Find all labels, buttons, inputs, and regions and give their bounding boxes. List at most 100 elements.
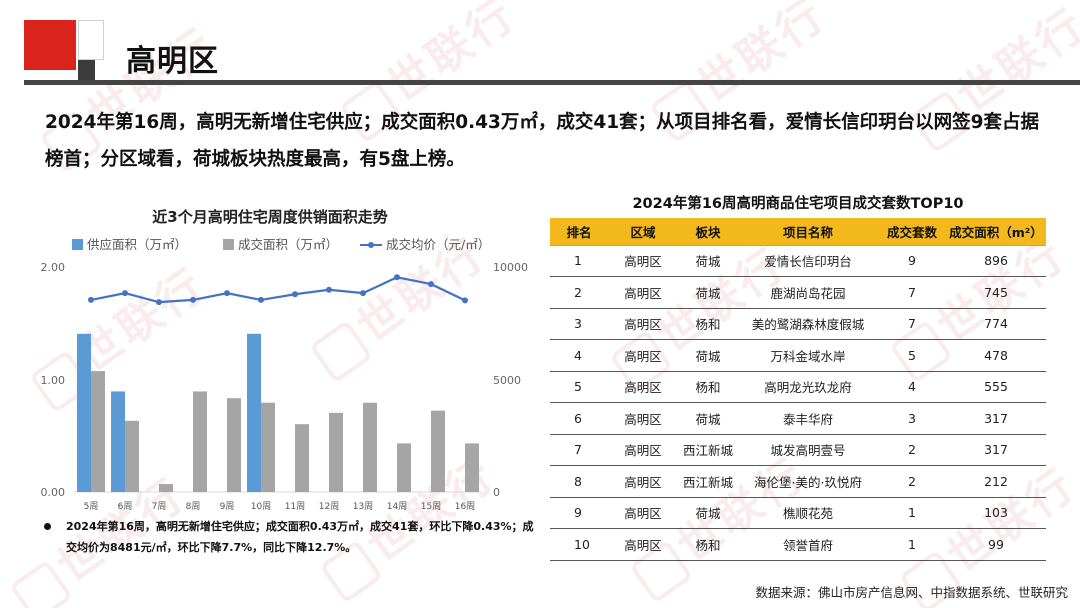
header-units: 成交套数 [878,218,946,246]
x-tick-label: 14周 [387,501,407,512]
x-tick-label: 16周 [455,501,475,512]
cell-area: 212 [946,465,1046,498]
cell-project: 领誉首府 [738,528,878,561]
cell-area: 317 [946,434,1046,466]
cell-district: 高明区 [608,245,678,277]
cell-district: 高明区 [608,276,678,309]
header-rank: 排名 [550,218,608,246]
logo-red-block [24,20,76,70]
legend-price-dot [368,242,374,248]
cell-rank: 5 [550,371,608,403]
cell-area: 478 [946,339,1046,372]
header-project: 项目名称 [738,218,878,246]
cell-rank: 6 [550,402,608,435]
cell-block: 杨和 [678,371,738,403]
cell-units: 2 [878,434,946,466]
x-tick-label: 8周 [186,501,201,512]
cell-block: 西江新城 [678,465,738,498]
x-tick-label: 11周 [285,501,305,512]
cell-district: 高明区 [608,402,678,435]
cell-project: 爱情长信印玥台 [738,245,878,277]
cell-area: 774 [946,308,1046,340]
cell-rank: 9 [550,497,608,529]
legend-supply-swatch [72,239,83,250]
cell-area: 103 [946,497,1046,529]
x-tick-label: 6周 [118,501,133,512]
cell-block: 杨和 [678,528,738,561]
table-row: 3 高明区 杨和 美的鹭湖森林度假城 7 774 [550,308,1046,340]
cell-district: 高明区 [608,528,678,561]
cell-project: 高明龙光玖龙府 [738,371,878,403]
cell-district: 高明区 [608,434,678,466]
cell-district: 高明区 [608,308,678,340]
top10-table: 排名 区域 板块 项目名称 成交套数 成交面积（m²） 1 高明区 荷城 爱情长信印玥… [550,218,1046,561]
price-point [122,290,128,297]
data-source: 数据来源：佛山市房产信息网、中指数据系统、世联研究 [755,585,1068,600]
y-left-tick: 0.00 [41,486,66,499]
price-point [190,296,196,303]
deal-bar [227,398,241,492]
cell-rank: 7 [550,434,608,466]
bar-group [77,333,479,492]
cell-units: 3 [878,402,946,435]
cell-block: 杨和 [678,308,738,340]
price-point [428,281,434,288]
cell-units: 5 [878,339,946,372]
deal-bar [159,484,173,492]
cell-rank: 1 [550,245,608,277]
cell-rank: 4 [550,339,608,372]
cell-units: 7 [878,276,946,309]
chart-legend: 供应面积（万㎡） 成交面积（万㎡） 成交均价（元/㎡） [72,237,490,252]
table-header-row: 排名 区域 板块 项目名称 成交套数 成交面积（m²） [550,218,1046,246]
x-tick-label: 13周 [353,501,373,512]
title-divider [24,80,1080,85]
table-row: 7 高明区 西江新城 城发高明壹号 2 317 [550,434,1046,466]
table-row: 4 高明区 荷城 万科金域水岸 5 478 [550,339,1046,372]
cell-project: 鹿湖尚岛花园 [738,276,878,309]
supply-bar [247,333,261,492]
cell-block: 荷城 [678,276,738,309]
table-row: 1 高明区 荷城 爱情长信印玥台 9 896 [550,245,1046,277]
deal-bar [397,443,411,492]
y-left-tick: 2.00 [41,261,66,274]
cell-area: 745 [946,276,1046,309]
price-series-points [88,274,468,306]
cell-units: 1 [878,528,946,561]
deal-bar [329,412,343,492]
price-point [360,290,366,297]
table-row: 5 高明区 杨和 高明龙光玖龙府 4 555 [550,371,1046,403]
deal-bar [363,402,377,492]
deal-bar [91,371,105,492]
deal-bar [465,443,479,492]
table-row: 9 高明区 荷城 樵顺花苑 1 103 [550,497,1046,529]
deal-bar [295,424,309,492]
x-tick-label: 10周 [251,501,271,512]
cell-project: 泰丰华府 [738,402,878,435]
logo-gray-block [78,20,104,60]
price-point [292,291,298,298]
page-title: 高明区 [126,44,219,79]
y-left-tick: 1.00 [41,374,66,387]
legend-price-label: 成交均价（元/㎡） [386,237,490,252]
y-right-tick: 0 [493,486,500,499]
cell-project: 城发高明壹号 [738,434,878,466]
supply-bar [77,333,91,492]
header-district: 区域 [608,218,678,246]
y-right-tick: 10000 [493,261,528,274]
cell-units: 9 [878,245,946,277]
price-point [224,290,230,297]
price-point [326,286,332,293]
table-row: 6 高明区 荷城 泰丰华府 3 317 [550,402,1046,435]
cell-project: 海伦堡·美的·玖悦府 [738,465,878,498]
x-tick-label: 9周 [220,501,235,512]
cell-block: 荷城 [678,245,738,277]
supply-deal-chart: 供应面积（万㎡） 成交面积（万㎡） 成交均价（元/㎡） 0.00 1.00 2.… [41,237,529,512]
price-point [88,296,94,303]
x-tick-label: 15周 [421,501,441,512]
cell-area: 317 [946,402,1046,435]
legend-deal-label: 成交面积（万㎡） [238,237,338,252]
cell-district: 高明区 [608,497,678,529]
cell-block: 西江新城 [678,434,738,466]
cell-units: 7 [878,308,946,340]
cell-area: 555 [946,371,1046,403]
